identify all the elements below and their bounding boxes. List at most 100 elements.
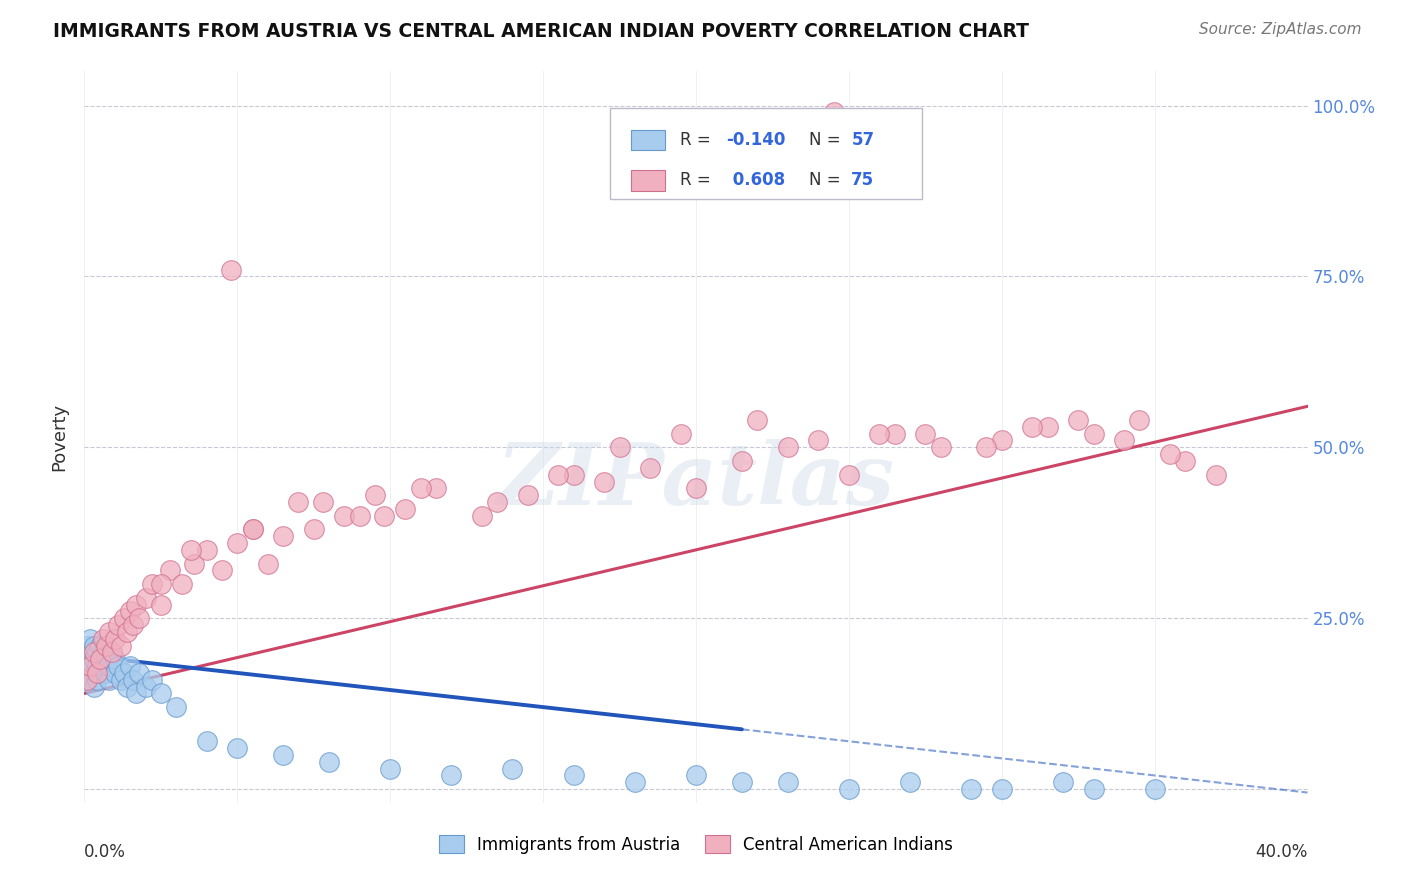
Point bbox=[89, 639, 111, 653]
Point bbox=[1143, 782, 1166, 797]
Point bbox=[94, 639, 117, 653]
Point bbox=[165, 700, 187, 714]
Point bbox=[547, 467, 569, 482]
Point bbox=[1021, 420, 1043, 434]
Point bbox=[242, 522, 264, 536]
Point bbox=[1174, 454, 1197, 468]
Point bbox=[287, 495, 309, 509]
Point bbox=[898, 775, 921, 789]
Point bbox=[76, 652, 98, 666]
Point bbox=[593, 475, 616, 489]
Point bbox=[838, 782, 860, 797]
Point bbox=[394, 501, 416, 516]
Text: N =: N = bbox=[808, 171, 845, 189]
Point bbox=[1067, 413, 1090, 427]
Point bbox=[97, 624, 120, 639]
Text: N =: N = bbox=[808, 131, 845, 149]
Point bbox=[609, 440, 631, 454]
Point bbox=[79, 645, 101, 659]
Point bbox=[776, 775, 799, 789]
Point bbox=[149, 686, 172, 700]
Point bbox=[669, 426, 692, 441]
Point bbox=[149, 598, 172, 612]
Point bbox=[104, 652, 127, 666]
Text: R =: R = bbox=[681, 131, 716, 149]
Point bbox=[471, 508, 494, 523]
Point bbox=[79, 632, 101, 646]
Point bbox=[869, 426, 891, 441]
Point bbox=[486, 495, 509, 509]
Point bbox=[364, 488, 387, 502]
Point bbox=[83, 639, 105, 653]
Text: R =: R = bbox=[681, 171, 716, 189]
Point bbox=[101, 645, 124, 659]
Point bbox=[425, 481, 447, 495]
Point bbox=[97, 659, 120, 673]
Point bbox=[211, 563, 233, 577]
Point bbox=[1128, 413, 1150, 427]
Point bbox=[312, 495, 335, 509]
Point bbox=[380, 762, 402, 776]
Point bbox=[318, 755, 340, 769]
Point bbox=[271, 529, 294, 543]
Point bbox=[91, 645, 114, 659]
Point bbox=[195, 542, 218, 557]
Point bbox=[333, 508, 356, 523]
Point bbox=[242, 522, 264, 536]
Point bbox=[838, 467, 860, 482]
Point bbox=[91, 659, 114, 673]
Point bbox=[89, 665, 111, 680]
Point bbox=[516, 488, 538, 502]
Point bbox=[1083, 782, 1105, 797]
Point bbox=[440, 768, 463, 782]
Point bbox=[76, 665, 98, 680]
Point bbox=[110, 639, 132, 653]
Point bbox=[960, 782, 983, 797]
Point bbox=[141, 673, 163, 687]
Point bbox=[125, 598, 148, 612]
Point bbox=[104, 665, 127, 680]
Point bbox=[823, 105, 845, 120]
Point bbox=[685, 768, 707, 782]
Point bbox=[89, 652, 111, 666]
Text: 57: 57 bbox=[851, 131, 875, 149]
Point bbox=[731, 454, 754, 468]
Text: Source: ZipAtlas.com: Source: ZipAtlas.com bbox=[1198, 22, 1361, 37]
Text: IMMIGRANTS FROM AUSTRIA VS CENTRAL AMERICAN INDIAN POVERTY CORRELATION CHART: IMMIGRANTS FROM AUSTRIA VS CENTRAL AMERI… bbox=[53, 22, 1029, 41]
Point bbox=[107, 618, 129, 632]
Point bbox=[83, 680, 105, 694]
Point bbox=[776, 440, 799, 454]
Point bbox=[120, 604, 142, 618]
Point bbox=[128, 611, 150, 625]
Point bbox=[115, 624, 138, 639]
Point bbox=[257, 557, 280, 571]
Point bbox=[107, 659, 129, 673]
Point bbox=[159, 563, 181, 577]
Point bbox=[183, 557, 205, 571]
Point bbox=[1114, 434, 1136, 448]
Point bbox=[1083, 426, 1105, 441]
Point bbox=[112, 665, 135, 680]
Point bbox=[86, 665, 108, 680]
Point bbox=[807, 434, 830, 448]
Point bbox=[141, 577, 163, 591]
Point bbox=[101, 645, 124, 659]
Point bbox=[135, 680, 157, 694]
Point bbox=[79, 659, 101, 673]
Point bbox=[302, 522, 325, 536]
Point bbox=[89, 652, 111, 666]
Text: -0.140: -0.140 bbox=[727, 131, 786, 149]
Point bbox=[747, 413, 769, 427]
Point bbox=[731, 775, 754, 789]
Point bbox=[83, 652, 105, 666]
Point bbox=[120, 659, 142, 673]
Point bbox=[929, 440, 952, 454]
Bar bbox=[631, 130, 665, 151]
Point bbox=[562, 467, 585, 482]
Point bbox=[91, 632, 114, 646]
Text: 0.0%: 0.0% bbox=[84, 843, 127, 861]
Point bbox=[883, 426, 905, 441]
FancyBboxPatch shape bbox=[610, 108, 922, 200]
Point bbox=[115, 680, 138, 694]
Text: 40.0%: 40.0% bbox=[1256, 843, 1308, 861]
